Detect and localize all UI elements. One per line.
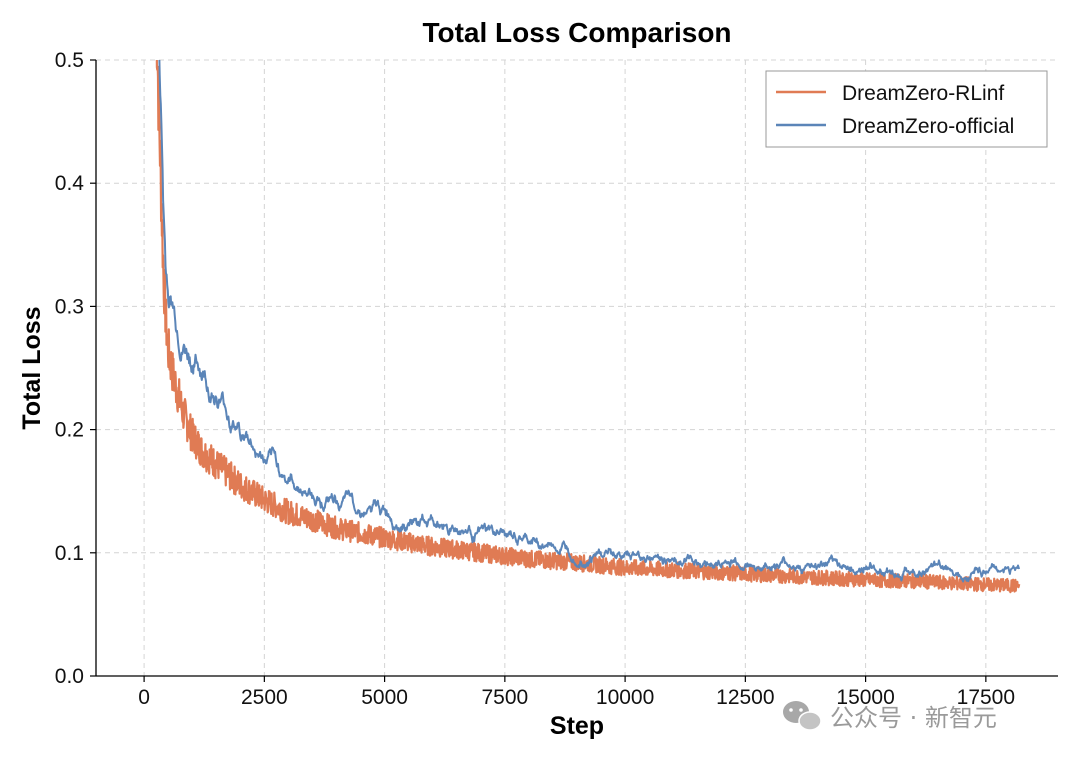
x-tick-label: 15000 [836,686,894,709]
series-line-official [158,60,1021,583]
y-axis-title: Total Loss [18,306,46,429]
y-ticks: 0.0 0.1 0.2 0.3 0.4 0.5 [55,49,96,688]
y-tick-label: 0.0 [55,665,84,688]
y-tick-label: 0.1 [55,542,84,565]
chart-title: Total Loss Comparison [422,17,731,48]
legend-label-rlinf: DreamZero-RLinf [842,82,1004,105]
y-tick-label: 0.5 [55,49,84,72]
legend-box [765,70,1048,148]
y-tick-label: 0.4 [55,172,85,195]
watermark: 公众号 · 新智元 [783,701,997,732]
axes [95,60,1058,677]
x-tick-label: 5000 [361,686,408,709]
y-tick-label: 0.2 [55,419,84,442]
legend: DreamZero-RLinf DreamZero-official [765,70,1048,148]
x-tick-label: 0 [138,686,150,709]
x-axis-title: Step [550,712,604,740]
wechat-icon [783,701,822,731]
x-tick-label: 10000 [596,686,654,709]
x-ticks: 0 2500 5000 7500 10000 12500 15000 17500 [138,676,1015,709]
x-tick-label: 17500 [957,686,1015,709]
series-lines [155,60,1021,594]
x-tick-label: 7500 [481,686,528,709]
x-tick-label: 12500 [716,686,774,709]
y-tick-label: 0.3 [55,295,84,318]
x-tick-label: 2500 [241,686,288,709]
legend-label-official: DreamZero-official [842,115,1014,138]
watermark-text: 公众号 · 新智元 [830,704,997,732]
